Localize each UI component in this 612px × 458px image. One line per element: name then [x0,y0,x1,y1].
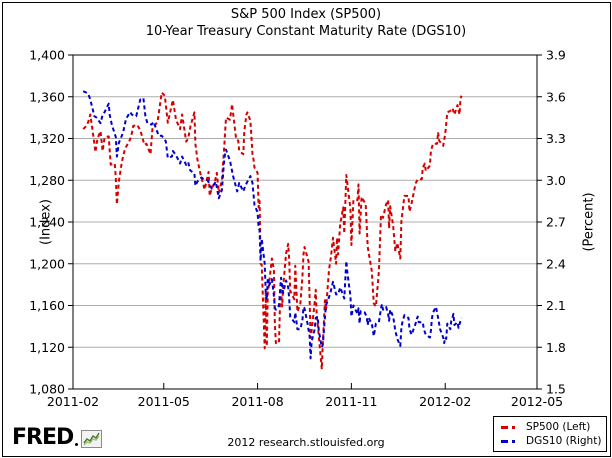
right-axis-tick-label: 2.1 [546,298,566,313]
left-axis-tick-label: 1,200 [29,256,65,271]
right-axis-tick-label: 3.9 [546,48,566,63]
x-axis-tick-label: 2011-02 [47,394,99,409]
left-axis-tick-label: 1,280 [29,173,65,188]
right-axis-tick-label: 1.5 [546,382,566,397]
right-axis-tick-label: 2.4 [546,256,566,271]
series-line-dgs10 [82,90,463,360]
fred-logo: FRED [12,425,103,450]
legend-item-sp500: SP500 (Left) [501,420,606,434]
chart-title: S&P 500 Index (SP500) 10-Year Treasury C… [0,6,612,40]
registered-trademark-dot [75,443,79,446]
left-axis-tick-label: 1,320 [29,131,65,146]
left-axis-tick-label: 1,400 [29,48,65,63]
right-axis-tick-label: 3.0 [546,173,566,188]
legend-marker-sp500-icon [501,425,520,429]
x-axis-tick-label: 2011-11 [325,394,377,409]
chart-title-line2: 10-Year Treasury Constant Maturity Rate … [145,24,467,39]
left-axis-tick-label: 1,360 [29,89,65,104]
x-axis-tick-label: 2011-08 [231,394,283,409]
right-axis-tick-label: 3.3 [546,131,566,146]
x-axis-tick-label: 2012-05 [511,394,563,409]
left-axis-tick-label: 1,080 [29,382,65,397]
chart-title-line1: S&P 500 Index (SP500) [230,7,382,22]
legend-label-dgs10: DGS10 (Right) [526,435,602,447]
left-axis-tick-label: 1,120 [29,340,65,355]
legend: SP500 (Left) DGS10 (Right) [493,416,607,452]
right-axis-tick-label: 1.8 [546,340,566,355]
right-axis-tick-label: 2.7 [546,215,566,230]
legend-marker-dgs10-icon [501,439,520,443]
legend-item-dgs10: DGS10 (Right) [501,434,606,448]
legend-label-sp500: SP500 (Left) [526,421,591,433]
left-axis-tick-label: 1,240 [29,215,65,230]
footer-credit: 2012 research.stlouisfed.org [227,436,385,449]
series-line-sp500 [82,91,463,371]
left-axis-tick-label: 1,160 [29,298,65,313]
fred-logo-text: FRED [12,425,74,450]
right-axis-tick-label: 3.6 [546,89,566,104]
x-axis-tick-label: 2012-02 [419,394,471,409]
x-axis-tick-label: 2011-05 [138,394,190,409]
fred-logo-chart-icon [81,430,103,448]
